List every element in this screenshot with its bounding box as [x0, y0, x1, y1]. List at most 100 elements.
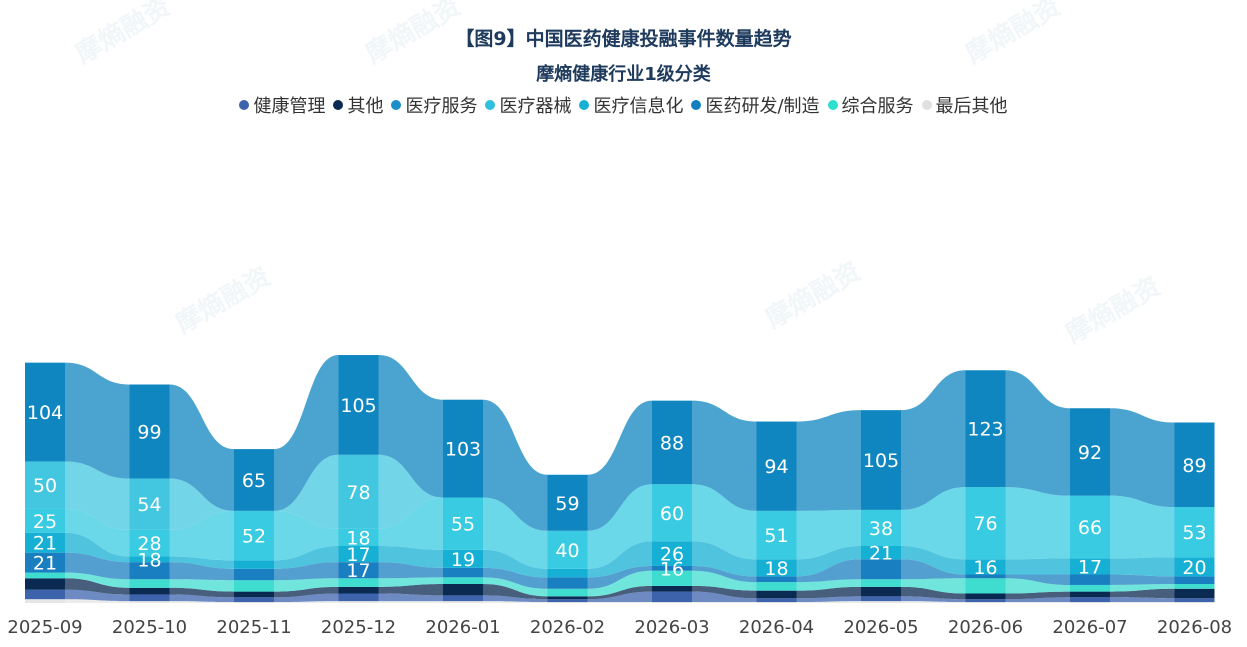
bar-segment[interactable]	[1174, 598, 1215, 603]
bar-segment[interactable]	[1174, 507, 1215, 558]
bar-segment[interactable]	[1070, 584, 1110, 592]
bar-segment[interactable]	[965, 593, 1006, 600]
bar-segment[interactable]	[547, 596, 588, 600]
bar-segment[interactable]	[756, 602, 797, 603]
bar-segment[interactable]	[1070, 408, 1110, 496]
bar-segment[interactable]	[1174, 557, 1215, 577]
bar-segment[interactable]	[547, 588, 588, 597]
bar-segment[interactable]	[547, 530, 588, 569]
bar-segment[interactable]	[443, 567, 483, 578]
bar-segment[interactable]	[861, 410, 901, 510]
bar-segment[interactable]	[338, 578, 379, 587]
bar-segment[interactable]	[547, 577, 588, 589]
bar-segment[interactable]	[234, 560, 274, 569]
bar-segment[interactable]	[25, 599, 65, 603]
bar-segment[interactable]	[338, 586, 379, 594]
bar-segment[interactable]	[547, 568, 588, 578]
bar-segment[interactable]	[25, 508, 65, 533]
bar-segment[interactable]	[861, 579, 901, 587]
bar-segment[interactable]	[129, 384, 170, 479]
bar-segment[interactable]	[234, 568, 274, 581]
bar-segment[interactable]	[443, 601, 483, 603]
bar-segment[interactable]	[547, 474, 588, 531]
bar-segment[interactable]	[756, 559, 797, 577]
bar-segment[interactable]	[25, 552, 65, 573]
bar-segment[interactable]	[861, 559, 901, 580]
bar-segment[interactable]	[756, 582, 797, 591]
bar-segment[interactable]	[234, 602, 274, 603]
bar-segment[interactable]	[1174, 602, 1215, 603]
bar-segment[interactable]	[965, 559, 1006, 575]
bar-segment[interactable]	[652, 541, 692, 566]
bar-segment[interactable]	[129, 579, 170, 588]
bar-segment[interactable]	[338, 528, 379, 546]
legend-item[interactable]: 健康管理	[239, 92, 325, 118]
bar-segment[interactable]	[756, 590, 797, 599]
bar-segment[interactable]	[25, 362, 65, 462]
bar-segment[interactable]	[756, 576, 797, 583]
bar-segment[interactable]	[547, 602, 588, 603]
bar-segment[interactable]	[756, 510, 797, 560]
bar-segment[interactable]	[965, 602, 1006, 603]
bar-segment[interactable]	[756, 598, 797, 603]
bar-segment[interactable]	[443, 577, 483, 584]
bar-segment[interactable]	[234, 449, 274, 511]
bar-segment[interactable]	[129, 562, 170, 580]
legend-item[interactable]: 最后其他	[921, 92, 1008, 118]
bar-segment[interactable]	[1174, 588, 1215, 599]
bar-segment[interactable]	[965, 574, 1006, 579]
bar-segment[interactable]	[861, 601, 901, 603]
legend-item[interactable]: 医疗服务	[391, 92, 477, 118]
bar-segment[interactable]	[1070, 495, 1110, 559]
bar-segment[interactable]	[1070, 591, 1110, 598]
legend-item[interactable]: 医疗信息化	[579, 92, 683, 118]
legend-item[interactable]: 医疗器械	[485, 92, 571, 118]
bar-segment[interactable]	[1174, 584, 1215, 589]
bar-segment[interactable]	[25, 461, 65, 509]
bar-segment[interactable]	[25, 578, 65, 590]
bar-segment[interactable]	[25, 532, 65, 553]
bar-segment[interactable]	[1174, 422, 1215, 508]
bar-segment[interactable]	[338, 562, 379, 579]
legend-item[interactable]: 医药研发/制造	[691, 92, 820, 118]
bar-segment[interactable]	[861, 586, 901, 597]
bar-segment[interactable]	[965, 578, 1006, 594]
bar-segment[interactable]	[652, 602, 692, 603]
bar-segment[interactable]	[234, 510, 274, 561]
bar-segment[interactable]	[25, 589, 65, 600]
bar-segment[interactable]	[338, 454, 379, 529]
bar-segment[interactable]	[443, 595, 483, 602]
bar-segment[interactable]	[1070, 574, 1110, 585]
bar-segment[interactable]	[338, 355, 379, 455]
bar-segment[interactable]	[129, 529, 170, 557]
bar-segment[interactable]	[1070, 602, 1110, 603]
bar-segment[interactable]	[861, 596, 901, 602]
bar-segment[interactable]	[234, 580, 274, 592]
bar-segment[interactable]	[965, 487, 1006, 560]
bar-segment[interactable]	[129, 587, 170, 595]
bar-segment[interactable]	[652, 400, 692, 485]
bar-segment[interactable]	[547, 599, 588, 603]
bar-segment[interactable]	[338, 546, 379, 563]
bar-segment[interactable]	[756, 421, 797, 511]
bar-segment[interactable]	[443, 549, 483, 568]
bar-segment[interactable]	[338, 601, 379, 603]
bar-segment[interactable]	[129, 556, 170, 563]
bar-segment[interactable]	[443, 497, 483, 550]
bar-segment[interactable]	[965, 599, 1006, 603]
bar-segment[interactable]	[443, 399, 483, 498]
legend-item[interactable]: 其他	[333, 92, 383, 118]
bar-segment[interactable]	[1070, 558, 1110, 575]
bar-segment[interactable]	[1174, 576, 1215, 584]
bar-segment[interactable]	[234, 591, 274, 598]
bar-segment[interactable]	[965, 370, 1006, 488]
bar-segment[interactable]	[25, 572, 65, 579]
bar-segment[interactable]	[1070, 597, 1110, 603]
bar-segment[interactable]	[861, 509, 901, 546]
bar-segment[interactable]	[234, 597, 274, 603]
legend-item[interactable]: 综合服务	[827, 92, 914, 118]
bar-segment[interactable]	[652, 585, 692, 592]
bar-segment[interactable]	[652, 591, 692, 603]
bar-segment[interactable]	[129, 594, 170, 602]
bar-segment[interactable]	[338, 593, 379, 602]
